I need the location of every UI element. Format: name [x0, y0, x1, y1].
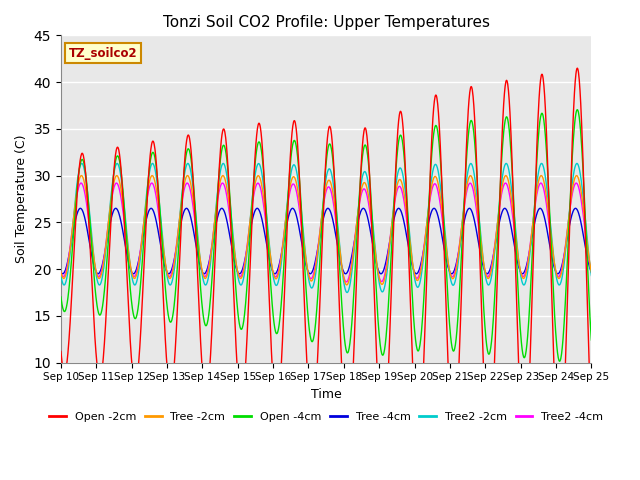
- Legend: Open -2cm, Tree -2cm, Open -4cm, Tree -4cm, Tree2 -2cm, Tree2 -4cm: Open -2cm, Tree -2cm, Open -4cm, Tree -4…: [45, 408, 608, 426]
- X-axis label: Time: Time: [311, 388, 342, 401]
- Text: TZ_soilco2: TZ_soilco2: [69, 47, 138, 60]
- Title: Tonzi Soil CO2 Profile: Upper Temperatures: Tonzi Soil CO2 Profile: Upper Temperatur…: [163, 15, 490, 30]
- Y-axis label: Soil Temperature (C): Soil Temperature (C): [15, 135, 28, 263]
